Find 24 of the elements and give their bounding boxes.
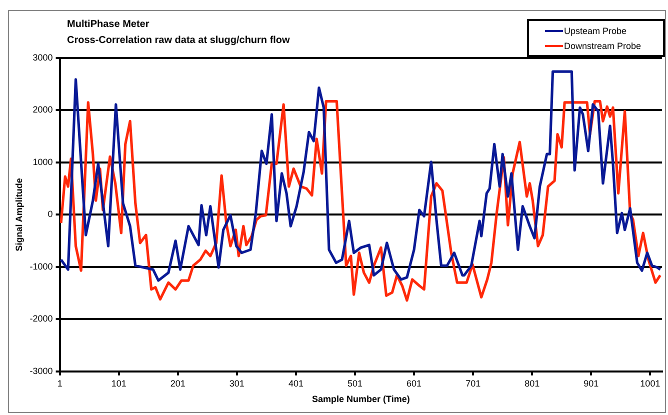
y-axis-title: Signal Amplitude	[14, 178, 24, 252]
x-tick-label: 1	[57, 378, 62, 388]
x-tick-label: 401	[288, 378, 304, 388]
y-tick-label: -3000	[30, 366, 53, 376]
y-tick-label: 3000	[32, 52, 53, 62]
x-tick-label: 701	[466, 378, 481, 388]
legend-label: Downstream Probe	[564, 40, 642, 50]
chart-title: MultiPhase Meter	[67, 19, 150, 30]
x-tick-label: 801	[524, 378, 540, 388]
x-tick-label: 201	[170, 378, 186, 388]
x-tick-label: 601	[406, 378, 422, 388]
x-tick-label: 101	[111, 378, 126, 388]
x-tick-label: 1001	[640, 378, 660, 388]
y-tick-label: -1000	[30, 261, 53, 272]
legend-label: Upsteam Probe	[564, 26, 627, 36]
y-tick-label: 1000	[32, 156, 53, 167]
y-tick-label: 2000	[32, 104, 53, 115]
x-axis-title: Sample Number (Time)	[312, 394, 410, 404]
x-tick-label: 901	[584, 378, 599, 388]
x-tick-label: 301	[229, 378, 244, 388]
x-tick-label: 501	[347, 378, 363, 388]
y-tick-label: -2000	[30, 314, 53, 324]
chart-subtitle: Cross-Correlation raw data at slugg/churn flow	[67, 35, 290, 46]
y-tick-label: 0	[48, 209, 53, 220]
